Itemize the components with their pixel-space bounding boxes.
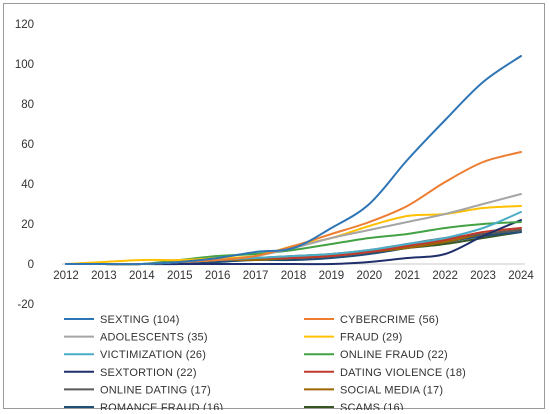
legend-label-romance-fraud: ROMANCE FRAUD (16) — [100, 402, 223, 410]
x-tick-label: 2021 — [394, 270, 420, 282]
x-tick-label: 2016 — [205, 270, 231, 282]
legend-label-online-dating: ONLINE DATING (17) — [100, 384, 211, 396]
legend-label-cybercrime: CYBERCRIME (56) — [340, 314, 439, 326]
y-tick-label: 40 — [21, 179, 34, 191]
x-tick-label: 2014 — [129, 270, 155, 282]
legend-label-social-media: SOCIAL MEDIA (17) — [340, 384, 443, 396]
x-tick-label: 2017 — [243, 270, 269, 282]
x-tick-label: 2012 — [53, 270, 79, 282]
y-tick-label: 120 — [15, 19, 34, 31]
series-line-adolescents — [65, 193, 522, 266]
legend-label-dating-violence: DATING VIOLENCE (18) — [340, 367, 466, 379]
y-tick-label: 20 — [21, 219, 34, 231]
x-tick-label: 2023 — [470, 270, 496, 282]
legend-label-adolescents: ADOLESCENTS (35) — [100, 332, 208, 344]
x-tick-label: 2013 — [91, 270, 117, 282]
legend-label-sextortion: SEXTORTION (22) — [100, 367, 197, 379]
x-tick-label: 2020 — [357, 270, 383, 282]
y-tick-label: 60 — [21, 139, 34, 151]
legend-label-fraud: FRAUD (29) — [340, 332, 403, 344]
chart-frame: -20 0 20 40 60 80 100 120 2012 2013 2014 2015 2016 2… — [3, 3, 545, 410]
y-tick-label: 80 — [21, 99, 34, 111]
x-tick-label: 2019 — [319, 270, 345, 282]
legend: SEXTING (104) CYBERCRIME (56) ADOLESCENTS … — [64, 314, 466, 410]
series-lines — [65, 55, 522, 266]
legend-label-sexting: SEXTING (104) — [100, 314, 180, 326]
x-axis-ticks: 2012 2013 2014 2015 2016 2017 2018 2019 2020 2021… — [53, 270, 534, 282]
y-tick-label: 100 — [15, 59, 34, 71]
legend-label-scams: SCAMS (16) — [340, 402, 404, 410]
x-tick-label: 2018 — [281, 270, 307, 282]
y-axis-ticks: -20 0 20 40 60 80 100 120 — [15, 19, 34, 311]
y-tick-label: -20 — [17, 299, 34, 311]
y-tick-label: 0 — [28, 259, 34, 271]
x-tick-label: 2015 — [167, 270, 193, 282]
legend-label-online-fraud: ONLINE FRAUD (22) — [340, 349, 448, 361]
x-tick-label: 2024 — [508, 270, 534, 282]
series-line-sexting — [65, 55, 522, 266]
legend-label-victimization: VICTIMIZATION (26) — [100, 349, 206, 361]
x-tick-label: 2022 — [432, 270, 458, 282]
